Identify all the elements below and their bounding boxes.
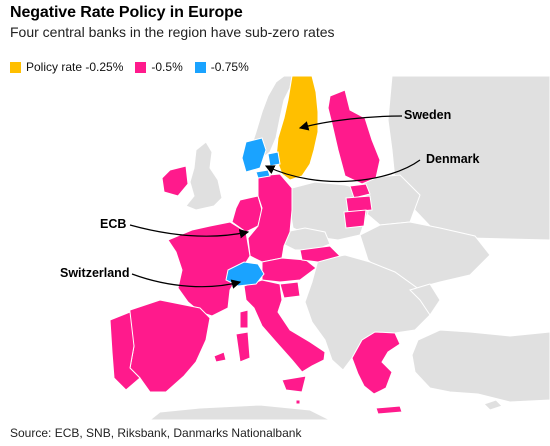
annotation-arrows (129, 115, 421, 289)
sicily-shape (281, 375, 307, 393)
sweden-shape (275, 76, 319, 181)
legend-item-swiss-danish-rate: -0.75% (194, 60, 249, 74)
greece-shape (351, 331, 401, 395)
russia-shape (387, 76, 550, 241)
europe-map: Sweden Denmark ECB Switzerland (60, 76, 550, 421)
legend-label: Policy rate -0.25% (26, 60, 124, 74)
euro-area (109, 89, 403, 415)
other-land (148, 76, 550, 421)
portugal-shape (109, 311, 141, 391)
legend-item-euro-rate: -0.5% (135, 60, 183, 74)
turkey-shape (411, 329, 550, 403)
legend-label: -0.5% (151, 60, 183, 74)
chart-title: Negative Rate Policy in Europe (10, 4, 243, 21)
corsica-shape (239, 309, 249, 329)
austria-shape (261, 257, 317, 283)
label-denmark: Denmark (426, 152, 480, 166)
north-africa-shape (148, 404, 331, 421)
lithuania-shape (343, 209, 367, 229)
label-ecb: ECB (100, 217, 126, 231)
crete-shape (375, 405, 403, 415)
finland-shape (327, 89, 381, 185)
label-switzerland: Switzerland (60, 266, 129, 280)
malta-shape (295, 399, 301, 405)
estonia-shape (349, 183, 371, 199)
legend-swatch (194, 61, 206, 73)
france-shape (167, 221, 251, 317)
chart-subtitle: Four central banks in the region have su… (10, 24, 335, 40)
slovenia-shape (279, 281, 301, 299)
uk-shape (185, 141, 223, 211)
ireland-shape (161, 165, 189, 197)
cyprus-shape (483, 399, 503, 411)
ecb-arrow (129, 224, 250, 239)
latvia-shape (345, 195, 373, 213)
balearic-shape (213, 351, 227, 363)
legend-swatch (135, 61, 147, 73)
moldova-shape (409, 283, 441, 316)
legend-label: -0.75% (210, 60, 249, 74)
denmark-shape (241, 137, 281, 179)
legend-item-sweden-rate: Policy rate -0.25% (10, 60, 123, 74)
legend: Policy rate -0.25% -0.5% -0.75% (10, 60, 261, 74)
sardinia-shape (235, 331, 251, 363)
sweden-arrow (298, 115, 403, 131)
label-sweden: Sweden (404, 108, 451, 122)
denmark-arrow (264, 159, 421, 182)
switzerland-arrow (131, 273, 242, 289)
legend-swatch (10, 61, 21, 73)
italy-shape (243, 279, 326, 373)
slovakia-shape (299, 245, 341, 263)
source-note: Source: ECB, SNB, Riksbank, Danmarks Nat… (10, 426, 302, 440)
